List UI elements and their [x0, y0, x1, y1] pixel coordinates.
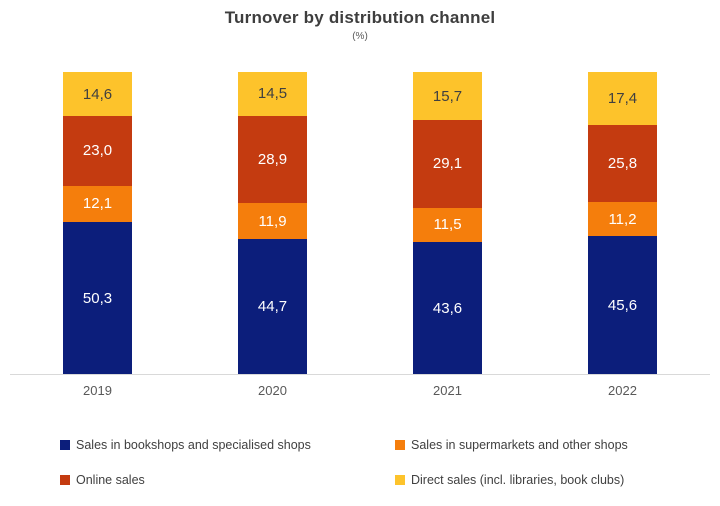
bar-segment: 14,6 — [63, 72, 132, 117]
bar-value-label: 44,7 — [257, 298, 288, 315]
legend-swatch-icon — [395, 440, 405, 450]
bar-segment: 43,6 — [413, 242, 482, 374]
x-tick-label-2022: 2022 — [608, 383, 637, 398]
bar-segment: 17,4 — [588, 72, 657, 125]
bar-segment: 12,1 — [63, 185, 132, 223]
stacked-bar-2022: 45,6 11,2 25,8 17,4 — [588, 72, 657, 374]
bar-value-label: 11,9 — [258, 212, 287, 230]
bar-value-label: 43,6 — [432, 299, 463, 317]
bar-segment: 11,9 — [238, 203, 307, 240]
bar-value-label: 14,6 — [82, 85, 113, 103]
legend-label: Sales in supermarkets and other shops — [411, 438, 628, 452]
bar-value-label: 14,5 — [257, 85, 288, 103]
bar-segment: 45,6 — [588, 236, 657, 374]
bar-segment: 11,2 — [588, 202, 657, 237]
bar-segment: 50,3 — [63, 222, 132, 374]
bar-value-label: 50,3 — [82, 289, 113, 307]
chart-title: Turnover by distribution channel — [224, 8, 496, 27]
bar-value-label: 15,7 — [432, 87, 463, 105]
bar-value-label: 23,0 — [82, 142, 113, 160]
legend-item: Sales in supermarkets and other shops — [395, 438, 690, 452]
legend-item: Direct sales (incl. libraries, book club… — [395, 473, 690, 487]
bar-segment: 11,5 — [413, 207, 482, 243]
stacked-bar-2020: 44,7 11,9 28,9 14,5 — [238, 72, 307, 374]
chart-subtitle: (%) — [352, 31, 368, 42]
legend-label: Sales in bookshops and specialised shops — [76, 438, 311, 452]
bar-segment: 29,1 — [413, 119, 482, 208]
bar-column-2021: 43,6 11,5 29,1 15,7 — [360, 60, 535, 374]
legend-item: Sales in bookshops and specialised shops — [60, 438, 395, 452]
bar-value-label: 12,1 — [82, 195, 113, 213]
bar-column-2019: 50,3 12,1 23,0 14,6 — [10, 60, 185, 374]
plot-area: 50,3 12,1 23,0 14,6 44,7 11,9 28,9 14,5 43,6 11,5… — [10, 60, 710, 375]
x-tick-label-2020: 2020 — [258, 383, 287, 398]
legend-label: Online sales — [76, 473, 145, 487]
stacked-bar-2019: 50,3 12,1 23,0 14,6 — [63, 72, 132, 374]
bar-segment: 28,9 — [238, 115, 307, 204]
bar-segment: 23,0 — [63, 116, 132, 186]
bar-value-label: 17,4 — [607, 89, 638, 107]
bar-segment: 25,8 — [588, 124, 657, 203]
x-tick-label-2021: 2021 — [433, 383, 462, 398]
legend-swatch-icon — [60, 475, 70, 485]
bar-value-label: 11,5 — [433, 216, 462, 234]
legend: Sales in bookshops and specialised shops… — [60, 438, 690, 487]
x-axis-labels: 2019 2020 2021 2022 — [10, 383, 710, 398]
bar-segment: 44,7 — [238, 239, 307, 374]
bar-segment: 14,5 — [238, 72, 307, 116]
bar-segment: 15,7 — [413, 72, 482, 120]
legend-label: Direct sales (incl. libraries, book club… — [411, 473, 625, 487]
bar-value-label: 25,8 — [607, 155, 638, 173]
legend-swatch-icon — [395, 475, 405, 485]
bar-value-label: 29,1 — [432, 155, 463, 173]
legend-swatch-icon — [60, 440, 70, 450]
bar-column-2022: 45,6 11,2 25,8 17,4 — [535, 60, 710, 374]
x-tick-label-2019: 2019 — [83, 383, 112, 398]
bar-value-label: 45,6 — [607, 296, 638, 314]
bar-column-2020: 44,7 11,9 28,9 14,5 — [185, 60, 360, 374]
stacked-bar-2021: 43,6 11,5 29,1 15,7 — [413, 72, 482, 374]
bar-value-label: 28,9 — [257, 150, 288, 168]
legend-item: Online sales — [60, 473, 395, 487]
bar-value-label: 11,2 — [608, 210, 637, 228]
